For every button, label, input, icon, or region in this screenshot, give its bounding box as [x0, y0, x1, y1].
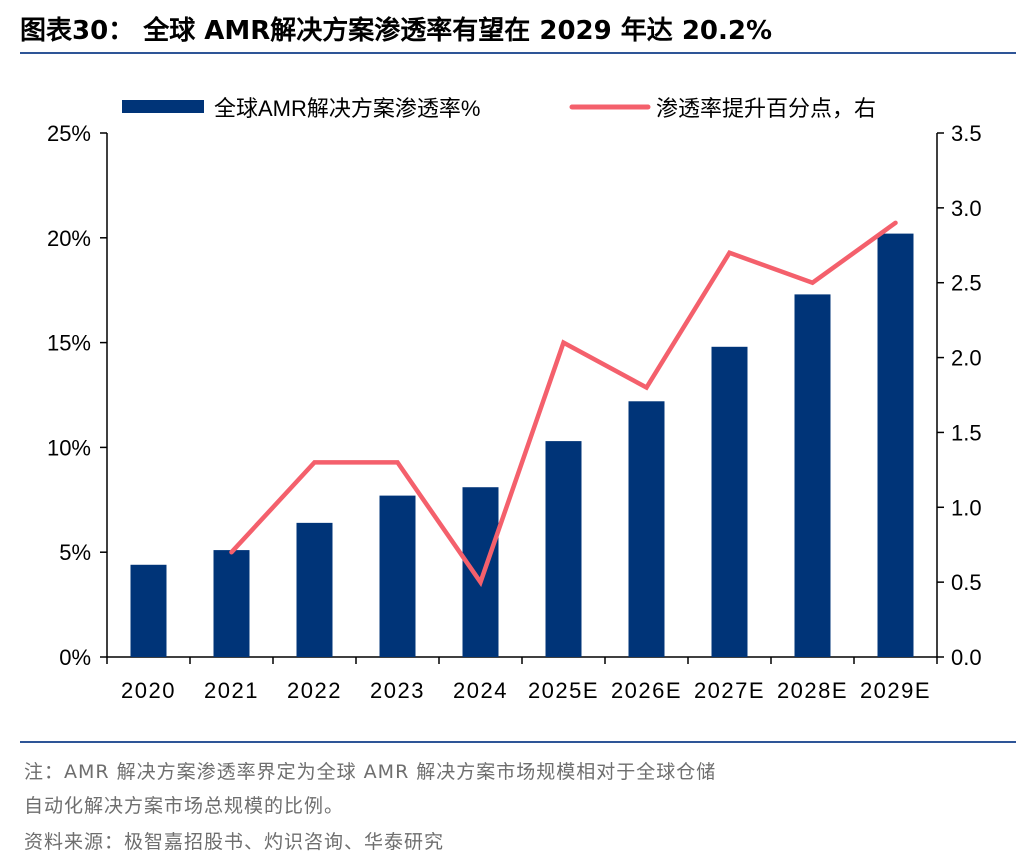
bar — [877, 233, 914, 657]
x-axis-labels: 2020 2021 2022 2023 2024 2025E 2026E 2027E 2028E… — [121, 678, 931, 703]
x-axis-label: 2022 — [287, 678, 342, 703]
left-axis-tick-label: 20% — [47, 226, 91, 251]
bar — [213, 550, 250, 657]
right-axis-tick-label: 1.0 — [951, 495, 982, 520]
left-axis-tick-label: 5% — [59, 540, 91, 565]
line-series — [229, 220, 898, 588]
bar — [794, 294, 831, 657]
x-axis-label: 2027E — [694, 678, 765, 703]
right-axis-tick-label: 1.5 — [951, 420, 982, 445]
x-axis-label: 2026E — [611, 678, 682, 703]
legend-bar-label: 全球AMR解决方案渗透率% — [214, 96, 480, 121]
footer-divider — [20, 741, 1016, 743]
right-axis-tick-label: 2.5 — [951, 271, 982, 296]
right-axis-tick-label: 0.5 — [951, 570, 982, 595]
x-axis-label: 2025E — [528, 678, 599, 703]
right-axis-tick-label: 0.0 — [951, 645, 982, 670]
line-path — [229, 220, 898, 588]
title-divider — [20, 52, 1016, 54]
bar — [296, 522, 333, 657]
x-axis-label: 2024 — [453, 678, 508, 703]
source-line: 资料来源：极智嘉招股书、灼识咨询、华泰研究 — [24, 831, 445, 853]
right-axis-tick-label: 2.0 — [951, 346, 982, 371]
legend-line-label: 渗透率提升百分点，右 — [656, 96, 876, 121]
left-axis-tick-label: 0% — [59, 645, 91, 670]
note-line-1: 注：AMR 解决方案渗透率界定为全球 AMR 解决方案市场规模相对于全球仓储 — [24, 761, 717, 783]
combo-chart: 全球AMR解决方案渗透率% 渗透率提升百分点，右 0% 5% 10% 15% 20% 25… — [47, 96, 982, 703]
x-axis-label: 2028E — [777, 678, 848, 703]
legend: 全球AMR解决方案渗透率% 渗透率提升百分点，右 — [122, 96, 876, 121]
bar — [711, 346, 748, 657]
right-axis-tick-label: 3.0 — [951, 196, 982, 221]
bar-series — [130, 233, 914, 657]
chart-title: 图表30： 全球 AMR解决方案渗透率有望在 2029 年达 20.2% — [20, 16, 773, 46]
left-axis-tick-label: 25% — [47, 121, 91, 146]
note-line-2: 自动化解决方案市场总规模的比例。 — [24, 795, 345, 817]
x-axis-label: 2029E — [860, 678, 931, 703]
x-axis-label: 2021 — [204, 678, 259, 703]
legend-bar-swatch — [122, 100, 204, 113]
right-axis-tick-label: 3.5 — [951, 121, 982, 146]
axes: 0% 5% 10% 15% 20% 25% 0.0 0.5 1.0 1.5 2.0 2.5 3.0 3.5 — [47, 121, 982, 670]
x-axis-label: 2023 — [370, 678, 425, 703]
bar — [130, 564, 167, 657]
bar — [545, 441, 582, 657]
bar — [462, 487, 499, 657]
x-axis-label: 2020 — [121, 678, 176, 703]
bar — [379, 495, 416, 657]
bar — [628, 401, 665, 657]
left-axis-tick-label: 15% — [47, 331, 91, 356]
left-axis-tick-label: 10% — [47, 435, 91, 460]
